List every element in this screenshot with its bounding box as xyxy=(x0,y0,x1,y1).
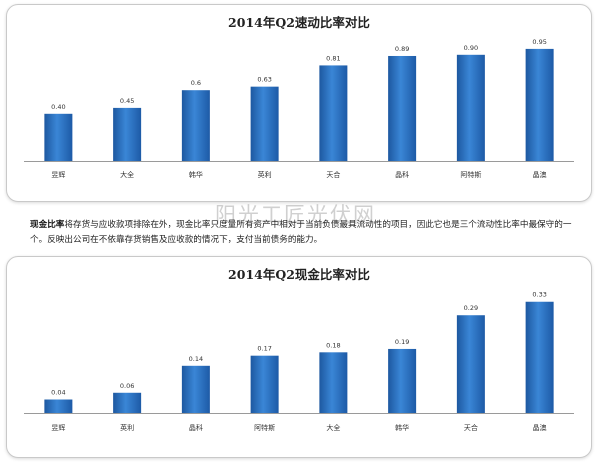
bar-value-label: 0.17 xyxy=(257,345,271,353)
category-tick-label: 英利 xyxy=(120,423,134,432)
category-tick-label: 大全 xyxy=(120,170,134,179)
category-tick-label: 晶科 xyxy=(189,423,203,432)
category-tick-label: 天合 xyxy=(464,423,478,432)
bar xyxy=(319,352,348,413)
bar xyxy=(456,54,485,161)
watermark: 阳光工匠光伏网 xyxy=(215,203,376,227)
bar-value-label: 0.18 xyxy=(326,341,340,349)
category-tick-label: 昱辉 xyxy=(51,424,65,432)
category-tick-label: 晶澳 xyxy=(533,170,547,179)
bar-value-label: 0.06 xyxy=(120,382,134,390)
bar-value-label: 0.6 xyxy=(191,79,201,87)
bar xyxy=(250,86,279,161)
category-tick-label: 晶澳 xyxy=(533,423,547,432)
bar-value-label: 0.95 xyxy=(532,38,546,46)
category-tick-label: 英利 xyxy=(258,170,272,179)
bar xyxy=(525,48,554,161)
category-tick-label: 阿特斯 xyxy=(460,170,481,179)
bar xyxy=(181,90,210,161)
bar xyxy=(388,348,417,413)
bar-value-label: 0.89 xyxy=(395,45,409,53)
bar xyxy=(525,301,554,413)
chart-title: 2014年Q2现金比率对比 xyxy=(228,267,370,282)
category-tick-label: 晶科 xyxy=(395,170,409,179)
bar xyxy=(44,113,73,161)
note-term: 现金比率 xyxy=(30,220,65,230)
category-tick-label: 昱辉 xyxy=(51,171,65,179)
bar-value-label: 0.29 xyxy=(464,304,478,312)
chart-title: 2014年Q2速动比率对比 xyxy=(228,15,370,30)
bar-value-label: 0.81 xyxy=(326,54,340,62)
bar-value-label: 0.63 xyxy=(257,76,271,84)
bar-value-label: 0.90 xyxy=(464,44,478,52)
bar xyxy=(113,392,142,413)
bar xyxy=(113,107,142,161)
bar-value-label: 0.33 xyxy=(532,291,546,299)
bar xyxy=(319,65,348,161)
category-tick-label: 韩华 xyxy=(395,423,409,432)
category-tick-label: 天合 xyxy=(326,170,340,179)
bar xyxy=(388,55,417,162)
bar xyxy=(181,365,210,413)
quick-ratio-chart: 2014年Q2速动比率对比 0.40 昱辉 0.45 大全 0.6 韩华 0.63 英利 0.81… xyxy=(24,15,574,179)
cash-ratio-chart: 2014年Q2现金比率对比 0.04 昱辉 0.06 英利 0.14 晶科 0.17 阿特斯 0.… xyxy=(24,267,574,432)
bar xyxy=(456,315,485,413)
cash-ratio-chart-panel: 2014年Q2现金比率对比 0.04 昱辉 0.06 英利 0.14 晶科 0.17 阿特斯 0.… xyxy=(6,256,592,458)
bar-value-label: 0.45 xyxy=(120,97,134,105)
bar-value-label: 0.04 xyxy=(51,389,65,397)
bar-value-label: 0.40 xyxy=(51,103,65,111)
note-text: 将存货与应收款项排除在外，现金比率只度量所有资产中相对于当前负债最具流动性的项目… xyxy=(30,220,572,245)
category-tick-label: 大全 xyxy=(326,423,340,432)
bar xyxy=(250,355,279,413)
quick-ratio-chart-panel: 2014年Q2速动比率对比 0.40 昱辉 0.45 大全 0.6 韩华 0.63 英利 0.81… xyxy=(6,4,592,202)
category-tick-label: 韩华 xyxy=(189,170,203,179)
bar xyxy=(44,399,73,413)
bar-value-label: 0.19 xyxy=(395,338,409,346)
cash-ratio-note: 现金比率将存货与应收款项排除在外，现金比率只度量所有资产中相对于当前负债最具流动… xyxy=(30,218,582,248)
category-tick-label: 阿特斯 xyxy=(254,423,275,432)
bar-value-label: 0.14 xyxy=(189,355,203,363)
